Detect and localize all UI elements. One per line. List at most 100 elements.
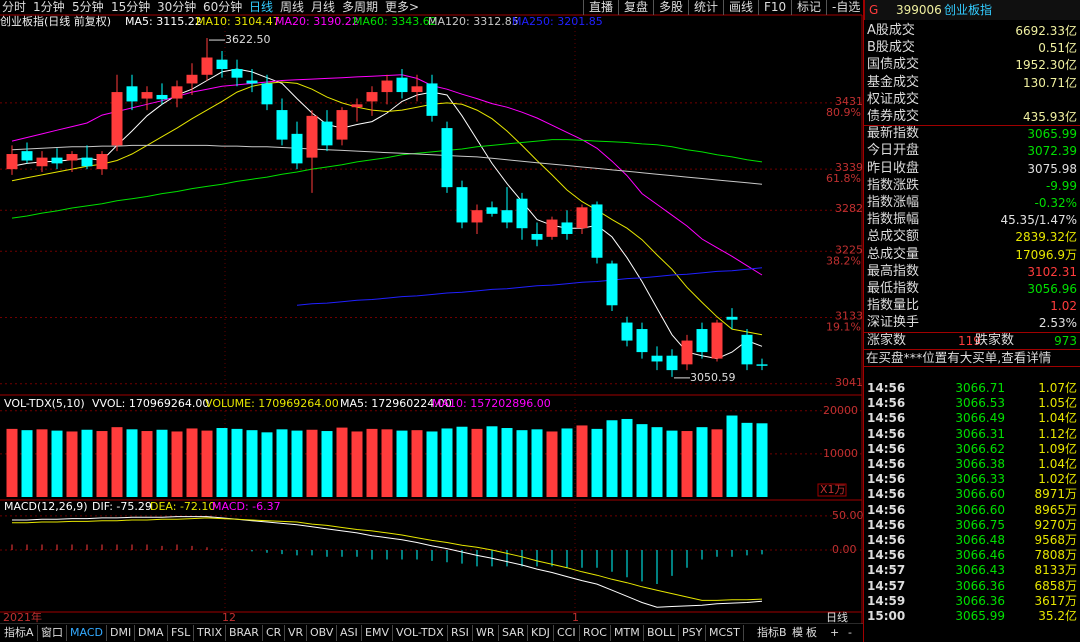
- macd-legend: MACD: -6.37: [212, 500, 281, 513]
- macd-legend: DIF: -75.29: [92, 500, 152, 513]
- indicator-tab[interactable]: FSL: [168, 625, 195, 641]
- tick-time: 14:56: [867, 502, 906, 517]
- volume-bar: [711, 429, 723, 497]
- candle-body: [756, 364, 768, 366]
- candle-body: [561, 222, 573, 234]
- indicator-tab[interactable]: +: [830, 626, 840, 639]
- indicator-tab[interactable]: VR: [285, 625, 308, 641]
- period-tab[interactable]: 多周期: [342, 0, 379, 14]
- indicator-tab[interactable]: EMV: [362, 625, 393, 641]
- indicator-tab[interactable]: VOL-TDX: [393, 625, 448, 641]
- indicator-tab[interactable]: PSY: [679, 625, 707, 641]
- indicator-tab[interactable]: MCST: [706, 625, 744, 641]
- indicator-tab[interactable]: RSI: [448, 625, 473, 641]
- period-tab[interactable]: 1分钟: [33, 0, 65, 14]
- toolbar-button[interactable]: 标记: [791, 0, 826, 15]
- toolbar-button[interactable]: 画线: [723, 0, 758, 15]
- candle-body: [336, 110, 348, 140]
- volume-bar: [666, 430, 678, 497]
- stat-label: 权证成交: [867, 91, 920, 107]
- legend-item: MA250: 3201.85: [512, 15, 603, 28]
- toolbar-button[interactable]: 复盘: [618, 0, 653, 15]
- period-tab[interactable]: 30分钟: [157, 0, 197, 14]
- indicator-tab[interactable]: TRIX: [194, 625, 227, 641]
- period-tab[interactable]: 60分钟: [203, 0, 243, 14]
- indicator-tab[interactable]: 指标B: [757, 626, 787, 639]
- volume-bar: [486, 426, 498, 497]
- candle-body: [96, 154, 108, 170]
- toolbar-button[interactable]: -自选: [826, 0, 865, 15]
- y-tick-label: 0.00: [832, 543, 857, 556]
- indicator-tab[interactable]: DMA: [135, 625, 168, 641]
- volume-bar: [351, 431, 363, 497]
- volume-bar: [756, 423, 768, 497]
- toolbar-button[interactable]: 直播: [583, 0, 618, 15]
- period-tab[interactable]: 更多>: [385, 0, 420, 14]
- period-tab[interactable]: 15分钟: [111, 0, 151, 14]
- period-tab[interactable]: 5分钟: [72, 0, 104, 14]
- indicator-tab[interactable]: CR: [263, 625, 286, 641]
- indicator-tab[interactable]: MTM: [611, 625, 644, 641]
- volume-bar: [246, 430, 258, 497]
- stat-label: 指数振幅: [867, 212, 920, 228]
- volume-bar: [96, 431, 108, 497]
- y-tick-label: 3282: [835, 202, 863, 215]
- candle-body: [156, 94, 168, 100]
- indicator-tab[interactable]: ASI: [337, 625, 362, 641]
- indicator-tab[interactable]: -: [848, 626, 852, 639]
- volume-bar: [216, 428, 228, 497]
- volume-bar: [516, 430, 528, 497]
- tick-time: 14:56: [867, 457, 906, 471]
- indicator-tab[interactable]: 指标A: [1, 625, 38, 641]
- indicator-tab[interactable]: OBV: [307, 625, 338, 641]
- index-name: 创业板指: [944, 3, 993, 17]
- volume-bar: [546, 431, 558, 497]
- toolbar-button[interactable]: 统计: [688, 0, 723, 15]
- volume-bar: [621, 418, 633, 497]
- breadth-value: 119: [958, 333, 981, 348]
- tick-time: 14:57: [867, 578, 906, 593]
- candle-body: [216, 59, 228, 70]
- toolbar-button[interactable]: F10: [758, 0, 791, 15]
- toolbar-button[interactable]: 多股: [653, 0, 688, 15]
- high-annotation: 3622.50: [225, 33, 271, 46]
- tick-price: 3066.46: [955, 548, 1005, 563]
- stat-value: 45.35/1.47%: [1000, 213, 1077, 228]
- stat-label: 总成交额: [867, 229, 920, 245]
- indicator-tab[interactable]: SAR: [499, 625, 529, 641]
- indicator-tab[interactable]: ROC: [580, 625, 611, 641]
- period-tab[interactable]: 周线: [280, 0, 305, 14]
- indicator-tab[interactable]: BRAR: [226, 625, 263, 641]
- indicator-tab[interactable]: 板: [806, 626, 817, 639]
- tick-price: 3066.36: [955, 578, 1005, 593]
- indicator-tab[interactable]: CCI: [554, 625, 580, 641]
- indicator-tab[interactable]: KDJ: [528, 625, 554, 641]
- candle-body: [276, 110, 288, 140]
- notice[interactable]: 在买盘***位置有大买单,查看详情: [866, 349, 1052, 365]
- stat-value: 0.51亿: [1038, 41, 1077, 56]
- indicator-tab[interactable]: 模: [792, 626, 803, 639]
- period-tab[interactable]: 分时: [2, 0, 27, 14]
- ma-line: [11, 144, 763, 185]
- candle-body: [111, 92, 123, 146]
- volume-legend: VOL-TDX(5,10): [4, 397, 85, 410]
- stat-label: 最新指数: [867, 126, 920, 142]
- volume-bar: [441, 428, 453, 497]
- x-tick-label: 2021年: [3, 610, 42, 624]
- volume-legend: MA5: 172960224.00: [340, 397, 452, 410]
- candle-body: [396, 77, 408, 93]
- volume-bar: [171, 431, 183, 497]
- indicator-tab[interactable]: BOLL: [644, 625, 680, 641]
- indicator-tab[interactable]: MACD: [67, 625, 107, 641]
- y-tick-label: 3225: [835, 243, 863, 256]
- period-tab[interactable]: 日线: [249, 0, 274, 14]
- indicator-tab[interactable]: 窗口: [38, 625, 67, 641]
- tick-amount: 1.04亿: [1038, 457, 1077, 471]
- volume-bar: [741, 422, 753, 497]
- period-tab[interactable]: 月线: [311, 0, 336, 14]
- indicator-tab[interactable]: DMI: [107, 625, 136, 641]
- indicator-tab[interactable]: WR: [473, 625, 499, 641]
- volume-bar: [36, 429, 48, 497]
- candle-body: [711, 322, 723, 359]
- candle-body: [51, 157, 63, 164]
